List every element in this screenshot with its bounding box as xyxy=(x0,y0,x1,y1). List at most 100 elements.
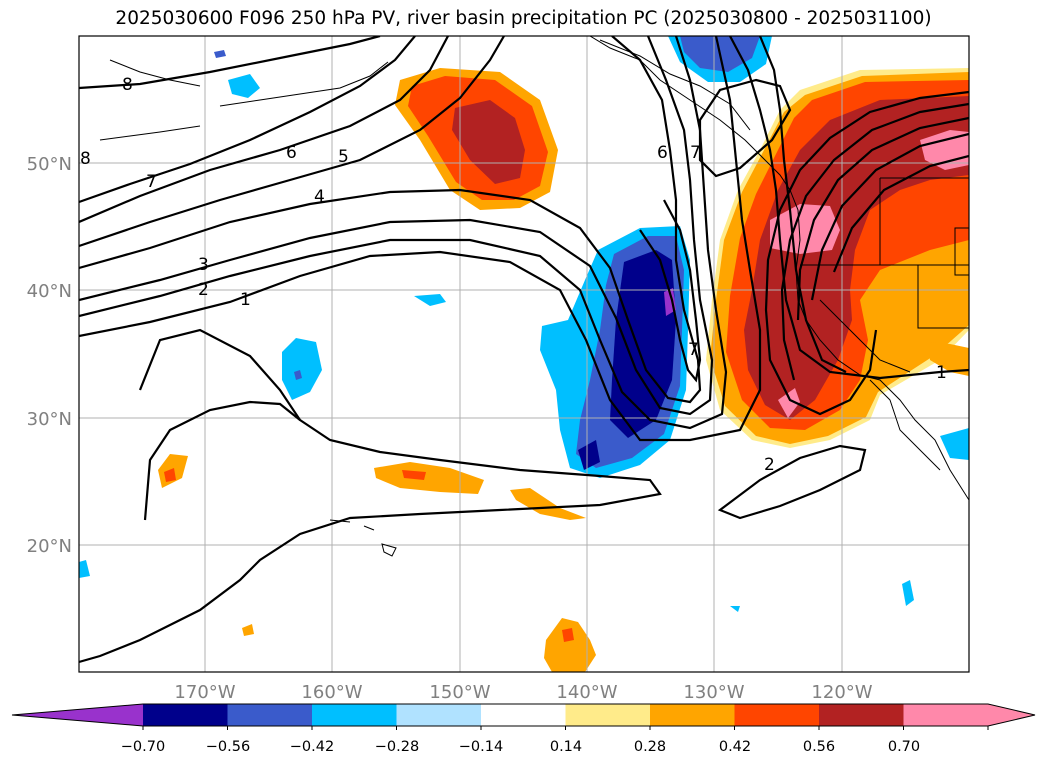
colorbar-tick-label: 0.70 xyxy=(888,739,920,755)
contour-label: 7 xyxy=(688,340,699,360)
contour-trough-inner xyxy=(639,199,702,383)
colorbar-tick-label: −0.42 xyxy=(290,739,334,755)
fill-small-7 xyxy=(374,462,484,494)
contour-label: 3 xyxy=(198,255,209,275)
contour-east-3 xyxy=(764,90,969,416)
lat-label: 30°N xyxy=(27,409,72,430)
colorbar-segment xyxy=(650,704,736,726)
fill-negative-ca-dark xyxy=(610,250,676,438)
fill-small-14 xyxy=(902,580,914,606)
fill-small-17 xyxy=(730,606,740,612)
longitude-labels: 170°W 160°W 150°W 140°W 130°W 120°W xyxy=(174,682,872,703)
colorbar-tick-label: −0.14 xyxy=(459,739,503,755)
contour-label: 5 xyxy=(338,147,349,167)
fill-small-10 xyxy=(544,618,596,672)
contour-loop-3 xyxy=(717,444,867,520)
contour-1 xyxy=(79,36,762,442)
colorbar-segment xyxy=(565,704,651,726)
colorbar-extend-min xyxy=(12,704,143,726)
colorbar-tick-label: 0.42 xyxy=(719,739,751,755)
colorbar-segment xyxy=(481,704,567,726)
fill-small-9 xyxy=(510,488,586,520)
contour-north-loop xyxy=(698,78,792,178)
contour-label: 2 xyxy=(764,455,775,475)
contour-label: 2 xyxy=(198,280,209,300)
graticule xyxy=(79,36,969,672)
fill-small-11 xyxy=(562,628,574,642)
contour-6 xyxy=(79,36,449,224)
contour-label: 6 xyxy=(657,143,668,163)
chart-title: 2025030600 F096 250 hPa PV, river basin … xyxy=(115,8,932,29)
contour-loop-1 xyxy=(79,328,662,664)
contour-east-6 xyxy=(810,132,969,301)
colorbar-tick-label: −0.56 xyxy=(206,739,250,755)
contour-2 xyxy=(79,36,728,430)
fill-small-12 xyxy=(928,342,969,376)
contour-label: 1 xyxy=(240,290,251,310)
lon-label: 140°W xyxy=(556,682,617,703)
colorbar: −0.70 −0.56 −0.42 −0.28 −0.14 0.14 0.28 … xyxy=(11,703,1036,755)
fill-small-16 xyxy=(242,624,254,636)
fill-small-15 xyxy=(79,560,90,578)
fill-small-6 xyxy=(164,468,176,482)
colorbar-segment xyxy=(227,704,313,726)
colorbar-segment xyxy=(819,704,905,726)
colorbar-segment xyxy=(312,704,398,726)
fill-negative-ca-dark2 xyxy=(578,440,600,470)
pv-contours xyxy=(79,36,969,664)
contour-label: 8 xyxy=(122,75,133,95)
colorbar-extend-max xyxy=(988,704,1035,726)
lat-label: 40°N xyxy=(27,281,72,302)
contour-label: 4 xyxy=(314,187,325,207)
lon-label: 130°W xyxy=(683,682,744,703)
lon-label: 120°W xyxy=(811,682,872,703)
contour-label: 7 xyxy=(690,143,701,163)
fill-small-4 xyxy=(414,294,446,306)
lon-label: 150°W xyxy=(429,682,490,703)
colorbar-segment xyxy=(396,704,482,726)
colorbar-segment xyxy=(903,704,989,726)
contour-label: 6 xyxy=(286,143,297,163)
contour-8 xyxy=(79,36,381,90)
contour-7 xyxy=(79,36,416,204)
contour-5 xyxy=(79,36,505,248)
fill-positive-coast-darkred xyxy=(744,96,969,420)
contour-east-7 xyxy=(832,154,969,273)
contour-east-2 xyxy=(758,36,847,373)
colorbar-tick-label: 0.14 xyxy=(550,739,582,755)
contour-east-4 xyxy=(780,102,969,381)
fill-small-3 xyxy=(294,370,302,380)
colorbar-segments xyxy=(11,703,1036,727)
fill-positive-coast-pink2 xyxy=(778,388,800,418)
lat-label: 20°N xyxy=(27,536,72,557)
lat-label: 50°N xyxy=(27,154,72,175)
fill-small-1 xyxy=(228,74,260,98)
contour-3 xyxy=(79,36,714,416)
fill-small-18 xyxy=(214,50,226,58)
colorbar-tick-label: −0.70 xyxy=(121,739,165,755)
fill-small-8 xyxy=(402,470,426,480)
latitude-labels: 50°N 40°N 30°N 20°N xyxy=(27,154,72,557)
lon-label: 160°W xyxy=(301,682,362,703)
contour-label-group: 8 8 7 6 5 4 3 2 1 6 7 7 2 1 xyxy=(80,75,947,475)
colorbar-tick-label: −0.28 xyxy=(375,739,419,755)
contour-label: 1 xyxy=(936,363,947,383)
contour-east-5 xyxy=(796,116,969,321)
contour-label: 8 xyxy=(80,149,91,169)
contour-east-1 xyxy=(729,36,969,380)
colorbar-tick-label: 0.28 xyxy=(634,739,666,755)
lon-label: 170°W xyxy=(174,682,235,703)
map-frame xyxy=(78,35,970,673)
fill-small-13 xyxy=(940,428,969,460)
colorbar-segment xyxy=(143,704,229,726)
fill-positive-coast-pink1 xyxy=(770,204,840,254)
colorbar-tick-label: 0.56 xyxy=(803,739,835,755)
colorbar-segment xyxy=(734,704,820,726)
contour-loop-2 xyxy=(143,400,301,521)
colorbar-tick-labels: −0.70 −0.56 −0.42 −0.28 −0.14 0.14 0.28 … xyxy=(121,739,920,755)
contour-label: 7 xyxy=(146,172,157,192)
colorbar-ticks xyxy=(142,726,989,730)
contour-4 xyxy=(79,36,702,404)
fill-small-2 xyxy=(282,338,322,400)
